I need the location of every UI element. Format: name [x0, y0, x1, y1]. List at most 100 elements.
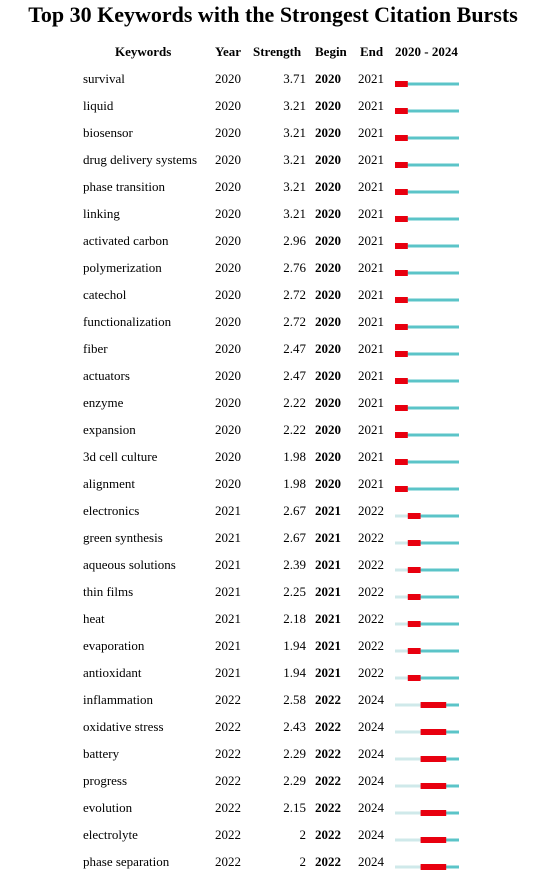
year-value: 2021 — [215, 611, 241, 626]
year-value: 2020 — [215, 152, 241, 167]
strength-value: 2.22 — [283, 422, 306, 437]
end-value: 2021 — [358, 98, 384, 113]
begin-value: 2022 — [315, 746, 341, 761]
timeline-active-segment — [395, 109, 459, 113]
end-value: 2021 — [358, 314, 384, 329]
strength-value: 3.21 — [283, 152, 306, 167]
keyword-label: evolution — [83, 800, 133, 815]
begin-value: 2020 — [315, 476, 341, 491]
strength-value: 2.22 — [283, 395, 306, 410]
end-value: 2024 — [358, 692, 384, 707]
strength-value: 2.15 — [283, 800, 306, 815]
burst-bar — [395, 81, 408, 87]
timeline-inactive-segment — [395, 838, 421, 842]
begin-value: 2021 — [315, 638, 341, 653]
timeline-active-segment — [395, 190, 459, 194]
year-value: 2021 — [215, 584, 241, 599]
strength-value: 1.94 — [283, 665, 306, 680]
keyword-label: antioxidant — [83, 665, 142, 680]
keyword-label: 3d cell culture — [83, 449, 158, 464]
begin-value: 2022 — [315, 692, 341, 707]
year-value: 2020 — [215, 422, 241, 437]
timeline-active-segment — [395, 82, 459, 86]
end-value: 2022 — [358, 503, 384, 518]
end-value: 2021 — [358, 233, 384, 248]
year-value: 2021 — [215, 638, 241, 653]
timeline-active-segment — [407, 595, 459, 599]
end-value: 2021 — [358, 395, 384, 410]
end-value: 2021 — [358, 260, 384, 275]
keyword-label: survival — [83, 71, 125, 86]
timeline-inactive-segment — [395, 622, 408, 626]
end-value: 2022 — [358, 611, 384, 626]
burst-bar — [420, 756, 447, 762]
strength-value: 2 — [299, 827, 307, 842]
year-value: 2022 — [215, 773, 241, 788]
keyword-label: evaporation — [83, 638, 145, 653]
year-value: 2022 — [215, 800, 241, 815]
begin-value: 2020 — [315, 314, 341, 329]
timeline-inactive-segment — [395, 703, 421, 707]
end-value: 2021 — [358, 287, 384, 302]
year-value: 2021 — [215, 665, 241, 680]
year-value: 2020 — [215, 341, 241, 356]
year-value: 2020 — [215, 71, 241, 86]
keyword-label: functionalization — [83, 314, 172, 329]
burst-bar — [395, 351, 408, 357]
begin-value: 2022 — [315, 719, 341, 734]
strength-value: 3.21 — [283, 125, 306, 140]
year-value: 2022 — [215, 692, 241, 707]
end-value: 2024 — [358, 746, 384, 761]
keyword-label: oxidative stress — [83, 719, 164, 734]
begin-value: 2022 — [315, 773, 341, 788]
timeline-inactive-segment — [395, 730, 421, 734]
timeline-inactive-segment — [395, 514, 408, 518]
header-strength: Strength — [253, 44, 302, 59]
burst-bar — [395, 324, 408, 330]
end-value: 2024 — [358, 800, 384, 815]
keyword-label: biosensor — [83, 125, 133, 140]
keyword-label: linking — [83, 206, 120, 221]
keyword-label: aqueous solutions — [83, 557, 176, 572]
year-value: 2020 — [215, 179, 241, 194]
begin-value: 2021 — [315, 611, 341, 626]
keyword-label: green synthesis — [83, 530, 163, 545]
timeline-active-segment — [395, 433, 459, 437]
timeline-active-segment — [395, 325, 459, 329]
burst-bar — [407, 540, 421, 546]
burst-bar — [395, 189, 408, 195]
begin-value: 2020 — [315, 98, 341, 113]
end-value: 2021 — [358, 368, 384, 383]
strength-value: 2.18 — [283, 611, 306, 626]
end-value: 2021 — [358, 152, 384, 167]
timeline-active-segment — [395, 379, 459, 383]
year-value: 2022 — [215, 746, 241, 761]
strength-value: 3.21 — [283, 179, 306, 194]
keyword-label: fiber — [83, 341, 108, 356]
year-value: 2022 — [215, 719, 241, 734]
burst-bar — [407, 621, 421, 627]
begin-value: 2021 — [315, 584, 341, 599]
begin-value: 2021 — [315, 530, 341, 545]
strength-value: 2.47 — [283, 341, 306, 356]
strength-value: 2.72 — [283, 287, 306, 302]
end-value: 2022 — [358, 584, 384, 599]
keyword-label: battery — [83, 746, 120, 761]
timeline-active-segment — [395, 352, 459, 356]
header-keywords: Keywords — [115, 44, 172, 59]
burst-bar — [407, 513, 421, 519]
begin-value: 2020 — [315, 125, 341, 140]
strength-value: 1.98 — [283, 476, 306, 491]
header-timeline-range: 2020 - 2024 — [395, 44, 458, 59]
keyword-label: drug delivery systems — [83, 152, 198, 167]
burst-bar — [395, 216, 408, 222]
begin-value: 2020 — [315, 287, 341, 302]
begin-value: 2020 — [315, 422, 341, 437]
burst-bar — [420, 783, 447, 789]
begin-value: 2021 — [315, 503, 341, 518]
begin-value: 2020 — [315, 71, 341, 86]
year-value: 2021 — [215, 530, 241, 545]
begin-value: 2021 — [315, 665, 341, 680]
timeline-active-segment — [407, 541, 459, 545]
burst-bar — [395, 486, 408, 492]
